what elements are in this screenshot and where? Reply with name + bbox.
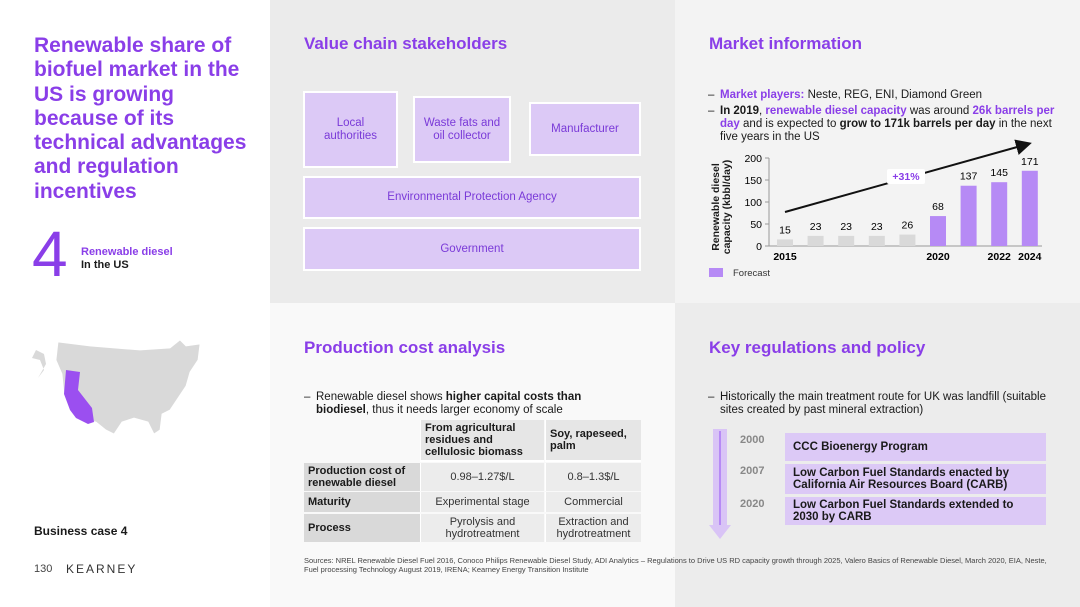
table-cell: Commercial [545,492,641,512]
annotation: +31% [892,171,920,183]
bar [868,235,885,246]
table-cell: Extraction and hydrotreatment [545,514,641,542]
value-label: 15 [779,224,791,236]
table-cell: Experimental stage [420,492,544,512]
bullet: In 2019, renewable diesel capacity was a… [708,105,1060,144]
sources: Sources: NREL Renewable Diesel Fuel 2016… [304,556,1047,574]
us-map [32,339,201,435]
logo: KEARNEY [66,562,138,576]
big-number-sub: In the US [81,259,129,271]
value-label: 68 [932,201,944,213]
bullet: Historically the main treatment route fo… [708,391,1050,417]
legend-swatch [709,268,723,277]
timeline-box: Low Carbon Fuel Standards enacted by Cal… [785,464,1046,494]
text-run: In 2019 [720,105,759,117]
table-header: Soy, rapeseed, palm [545,420,641,462]
y-tick-label: 100 [744,197,762,209]
node: Government [303,227,641,271]
bullet: Renewable diesel shows higher capital co… [304,391,616,417]
slide-title: Renewable share of biofuel market in the… [34,34,247,203]
value-label: 137 [960,171,978,183]
text-run: 26k barrels per day [720,105,1055,130]
node: Waste fats and oil collector [413,96,511,163]
bullet: Market players: Neste, REG, ENI, Diamond… [708,89,1060,102]
text-run: higher capital costs than biodiesel [316,391,582,416]
bar [991,182,1008,246]
value-label: 145 [990,167,1008,179]
node: Local authorities [303,91,398,168]
text-run: Market players: [720,89,805,101]
timeline-year: 2020 [740,498,765,510]
value-label: 23 [840,221,852,233]
text-run: Neste, REG, ENI, Diamond Green [804,89,983,101]
row-label: Process [304,514,420,542]
row-label: Production cost of renewable diesel [304,463,420,491]
y-tick-label: 50 [750,219,762,231]
node: Manufacturer [529,102,641,156]
map-california [64,370,94,424]
business-case: Business case 4 [34,524,128,538]
big-number-label: Renewable diesel [81,246,173,258]
y-tick-label: 200 [744,153,762,165]
timeline-year: 2000 [740,434,765,446]
chart: 0 50 100 150 200 15 2015 23 23 23 26 68 2020 137 145 20… [709,139,1042,279]
map-alaska [32,350,46,378]
value-label: 171 [1021,156,1039,168]
y-tick-label: 0 [756,241,762,253]
text-run: grow to 171k barrels per day [839,118,996,130]
legend-label: Forecast [733,268,770,279]
text-run: in the next five years in the US [720,118,1052,143]
text-run: , thus it needs larger economy of scale [365,404,563,416]
x-tick-label: 2022 [988,251,1012,263]
text-run: and is expected to [739,118,840,130]
annotation-box [887,169,925,184]
x-tick-label: 2024 [1018,251,1042,263]
timeline-box: Low Carbon Fuel Standards extended to 20… [785,497,1046,525]
bar [1021,170,1038,246]
table-cell: Pyrolysis and hydrotreatment [420,514,544,542]
table-header: From agricultural residues and cellulosi… [420,420,544,462]
value-label: 23 [810,221,822,233]
big-number: 4 [32,218,68,290]
timeline-arrow [709,429,731,539]
x-tick-label: 2015 [773,251,797,263]
bar [838,235,855,246]
arrow-head [709,525,731,539]
section-title: Production cost analysis [304,338,506,357]
x-tick-label: 2020 [926,251,950,263]
section-title: Value chain stakeholders [304,34,508,53]
page-number: 130 [34,563,53,575]
section-title: Market information [709,34,863,53]
value-label: 23 [871,221,883,233]
table-cell: 0.8–1.3$/L [545,463,641,491]
bar [899,234,916,246]
bar [807,235,824,246]
timeline-year: 2007 [740,465,765,477]
node: Environmental Protection Agency [303,176,641,219]
bar [960,185,977,246]
bar [930,216,946,246]
text-run: , [759,105,766,117]
section-title: Key regulations and policy [709,338,926,357]
row-label: Maturity [304,492,420,512]
text-run: was around [906,105,973,117]
panel [675,0,1080,303]
timeline-box: CCC Bioenergy Program [785,433,1046,461]
bar [777,239,793,246]
y-tick-label: 150 [744,175,762,187]
text-run: renewable diesel capacity [765,105,907,117]
value-label: 26 [902,220,914,232]
table-cell: 0.98–1.27$/L [420,463,544,491]
text-run: Renewable diesel shows [316,391,446,403]
